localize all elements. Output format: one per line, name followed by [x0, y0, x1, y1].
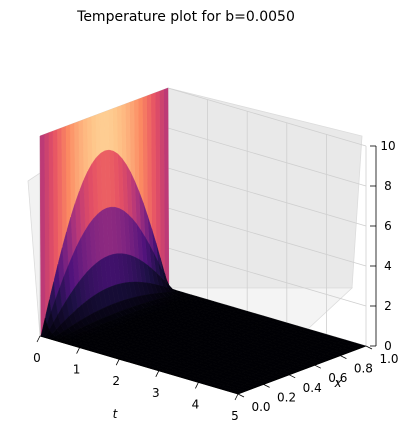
t-axis-line [39, 335, 239, 395]
tick-mark-x [340, 355, 347, 359]
tick-mark-t [115, 359, 120, 366]
tick-label-t: 0 [33, 351, 41, 365]
tick-label-t: 2 [112, 374, 120, 388]
x-axis-label: t [113, 407, 119, 421]
tick-label-t: 4 [192, 397, 200, 411]
tick-label-x: 1.0 [379, 352, 398, 366]
tick-label-t: 5 [231, 409, 239, 423]
tick-label-x: 0.8 [354, 362, 373, 376]
tick-label-z: 4 [384, 259, 392, 273]
tick-label-z: 2 [384, 299, 392, 313]
chart-title: Temperature plot for b=0.0050 [76, 9, 295, 25]
tick-label-t: 1 [73, 363, 81, 377]
tick-mark-t [234, 393, 239, 401]
tick-label-x: 0.6 [328, 371, 347, 385]
tick-label-x: 0.0 [251, 400, 270, 414]
tick-label-x: 0.4 [303, 381, 322, 395]
tick-label-x: 0.2 [277, 390, 296, 404]
tick-mark-t [36, 335, 41, 343]
tick-mark-x [237, 393, 245, 398]
y-axis-label: x [333, 376, 342, 390]
tick-label-z: 10 [380, 139, 395, 153]
pane-right [167, 87, 363, 289]
tick-mark-t [155, 370, 160, 377]
tick-mark-t [76, 347, 80, 354]
tick-label-z: 0 [384, 339, 392, 353]
tick-mark-x [289, 374, 296, 379]
surface-facet [39, 134, 46, 337]
tick-label-t: 3 [152, 386, 160, 400]
x-axis-line [237, 345, 367, 395]
axes [39, 146, 377, 395]
tick-mark-x [314, 364, 321, 369]
tick-label-z: 8 [384, 179, 392, 193]
tick-label-z: 6 [384, 219, 392, 233]
temperature-surface [39, 87, 367, 395]
tick-mark-t [195, 382, 199, 389]
tick-mark-x [263, 384, 270, 388]
tick-mark-x [365, 345, 373, 350]
